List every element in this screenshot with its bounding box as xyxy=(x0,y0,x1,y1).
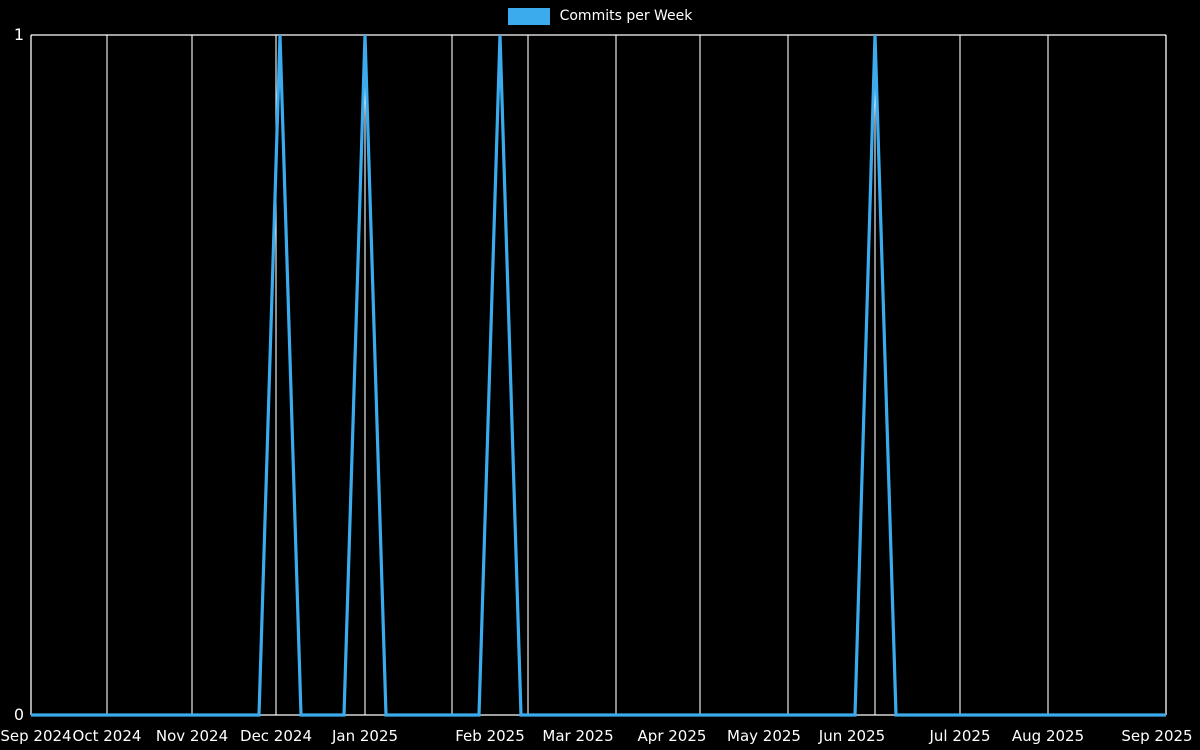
y-tick-label-0: 0 xyxy=(13,705,24,724)
x-tick-label-dec-2024: Dec 2024 xyxy=(240,727,312,745)
x-tick-label-jun-2025: Jun 2025 xyxy=(818,727,886,745)
x-tick-label-sep-2025: Sep 2025 xyxy=(1121,727,1193,745)
legend-label-commits-per-week: Commits per Week xyxy=(559,7,693,24)
x-tick-label-feb-2025: Feb 2025 xyxy=(455,727,525,745)
x-gridlines xyxy=(106,35,1049,715)
x-tick-label-may-2025: May 2025 xyxy=(727,727,801,745)
x-tick-label-apr-2025: Apr 2025 xyxy=(637,727,707,745)
y-tick-label-1: 1 xyxy=(13,25,24,44)
x-tick-label-aug-2025: Aug 2025 xyxy=(1011,727,1085,745)
x-tick-label-oct-2024: Oct 2024 xyxy=(72,727,142,745)
x-tick-label-sep-2024: Sep 2024 xyxy=(0,727,72,745)
x-tick-label-nov-2024: Nov 2024 xyxy=(155,727,229,745)
x-tick-label-mar-2025: Mar 2025 xyxy=(542,727,614,745)
legend-swatch-icon xyxy=(507,7,550,25)
series-line-commits-per-week xyxy=(31,34,1166,717)
x-tick-label-jan-2025: Jan 2025 xyxy=(331,727,399,745)
chart-legend: Commits per Week xyxy=(0,6,1200,26)
x-tick-label-jul-2025: Jul 2025 xyxy=(929,727,991,745)
